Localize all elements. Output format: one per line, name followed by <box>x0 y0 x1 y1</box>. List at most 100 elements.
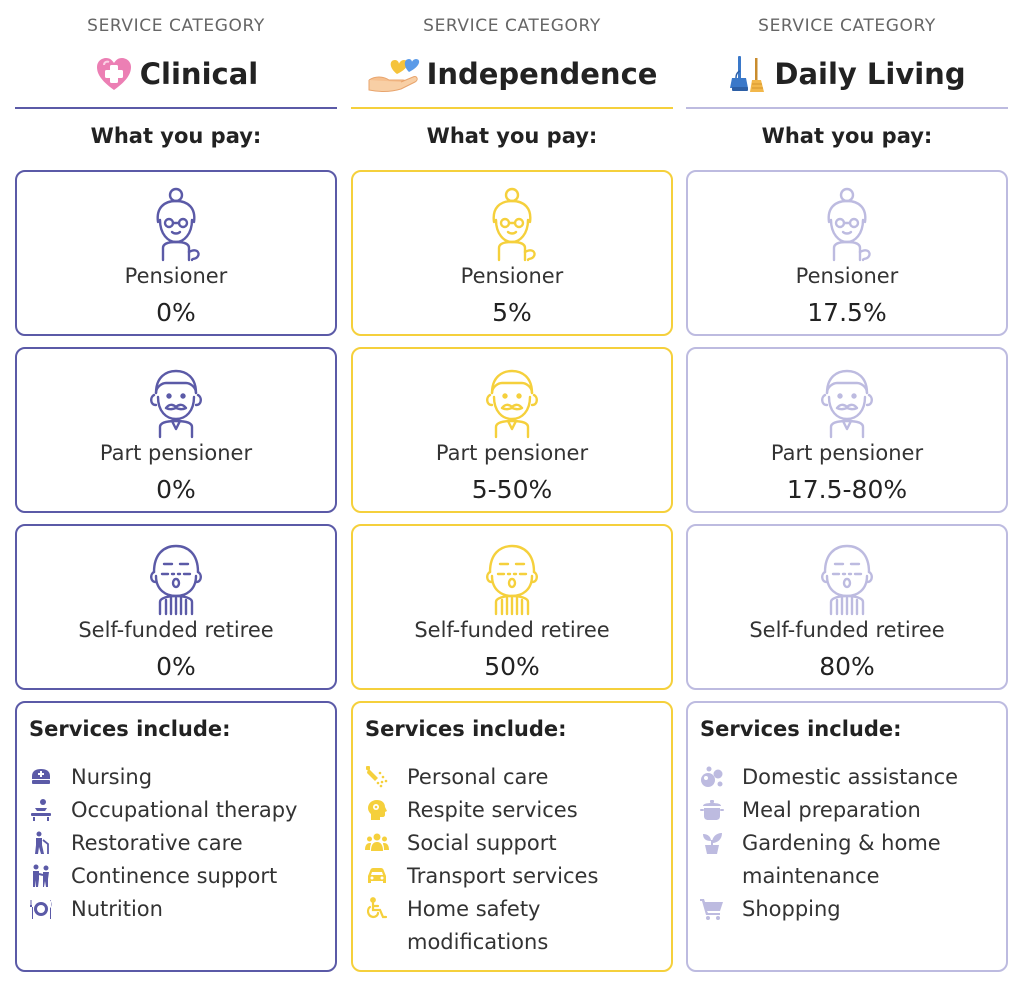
list-item: Nursing <box>29 761 327 794</box>
self-funded-retiree-card: Self-funded retiree 50% <box>351 524 673 690</box>
tier-percentage: 17.5% <box>807 298 887 327</box>
service-label: Nursing <box>71 765 153 789</box>
tier-percentage: 5-50% <box>471 475 553 504</box>
part-pensioner-card: Part pensioner 17.5-80% <box>686 347 1008 513</box>
tier-percentage: 0% <box>156 652 196 681</box>
elderly-man-bald-icon <box>138 540 214 616</box>
services-list: Nursing Occupational therapy Restorative… <box>29 761 327 926</box>
assist-person-icon <box>29 864 53 888</box>
services-card: Services include: Personal care Respite … <box>351 701 673 972</box>
service-label: Home safety modifications <box>407 897 549 954</box>
wheelchair-icon <box>365 897 389 921</box>
tier-percentage: 5% <box>492 298 532 327</box>
plate-cutlery-icon <box>29 897 53 921</box>
tier-percentage: 0% <box>156 475 196 504</box>
self-funded-retiree-card: Self-funded retiree 80% <box>686 524 1008 690</box>
service-category-label: SERVICE CATEGORY <box>87 16 265 36</box>
tier-type: Part pensioner <box>435 441 589 465</box>
category-name: Independence <box>426 57 658 91</box>
hand-hearts-icon <box>367 54 421 94</box>
category-title: Independence <box>351 52 673 96</box>
service-label: Restorative care <box>71 831 243 855</box>
tier-type: Pensioner <box>460 264 564 288</box>
tier-type: Part pensioner <box>99 441 253 465</box>
tier-type: Part pensioner <box>770 441 924 465</box>
tier-percentage: 80% <box>819 652 875 681</box>
list-item: Restorative care <box>29 827 327 860</box>
list-item: Shopping <box>700 893 998 926</box>
divider <box>686 107 1008 109</box>
heart-medical-icon <box>94 54 134 94</box>
category-name: Daily Living <box>774 57 966 91</box>
nurse-cap-icon <box>29 765 53 789</box>
pensioner-card: Pensioner 5% <box>351 170 673 336</box>
list-item: Domestic assistance <box>700 761 998 794</box>
services-list: Domestic assistance Meal preparation Gar… <box>700 761 998 926</box>
list-item: Personal care <box>365 761 663 794</box>
service-label: Social support <box>407 831 557 855</box>
head-mind-icon <box>365 798 389 822</box>
service-label: Respite services <box>407 798 578 822</box>
part-pensioner-card: Part pensioner 5-50% <box>351 347 673 513</box>
service-label: Meal preparation <box>742 798 921 822</box>
service-category-label: SERVICE CATEGORY <box>423 16 601 36</box>
walking-cane-icon <box>29 831 53 855</box>
list-item: Meal preparation <box>700 794 998 827</box>
service-label: Gardening & home maintenance <box>742 831 941 888</box>
elderly-man-mustache-icon <box>138 363 214 439</box>
pensioner-card: Pensioner 17.5% <box>686 170 1008 336</box>
service-label: Shopping <box>742 897 841 921</box>
tier-percentage: 50% <box>484 652 540 681</box>
tier-type: Self-funded retiree <box>414 618 610 642</box>
service-label: Domestic assistance <box>742 765 959 789</box>
service-label: Personal care <box>407 765 549 789</box>
list-item: Occupational therapy <box>29 794 327 827</box>
services-list: Personal care Respite services Social su… <box>365 761 663 959</box>
service-label: Continence support <box>71 864 278 888</box>
what-you-pay-label: What you pay: <box>761 124 933 148</box>
potted-plant-icon <box>700 831 724 855</box>
self-funded-retiree-card: Self-funded retiree 0% <box>15 524 337 690</box>
service-label: Nutrition <box>71 897 163 921</box>
pensioner-card: Pensioner 0% <box>15 170 337 336</box>
service-label: Occupational therapy <box>71 798 298 822</box>
shower-icon <box>365 765 389 789</box>
elderly-woman-icon <box>809 186 885 262</box>
tier-percentage: 0% <box>156 298 196 327</box>
list-item: Respite services <box>365 794 663 827</box>
list-item: Transport services <box>365 860 663 893</box>
tier-type: Self-funded retiree <box>78 618 274 642</box>
divider <box>15 107 337 109</box>
broom-bucket-icon <box>728 54 768 94</box>
list-item: Nutrition <box>29 893 327 926</box>
what-you-pay-label: What you pay: <box>426 124 598 148</box>
what-you-pay-label: What you pay: <box>90 124 262 148</box>
shopping-cart-icon <box>700 897 724 921</box>
tier-type: Self-funded retiree <box>749 618 945 642</box>
service-label: Transport services <box>407 864 599 888</box>
tier-type: Pensioner <box>795 264 899 288</box>
service-category-label: SERVICE CATEGORY <box>758 16 936 36</box>
tier-type: Pensioner <box>124 264 228 288</box>
category-name: Clinical <box>139 57 259 91</box>
list-item: Social support <box>365 827 663 860</box>
list-item: Gardening & home maintenance <box>700 827 998 893</box>
services-title: Services include: <box>365 717 567 741</box>
cooking-pot-icon <box>700 798 724 822</box>
part-pensioner-card: Part pensioner 0% <box>15 347 337 513</box>
tier-percentage: 17.5-80% <box>786 475 908 504</box>
bubbles-icon <box>700 765 724 789</box>
elderly-woman-icon <box>474 186 550 262</box>
elderly-man-mustache-icon <box>474 363 550 439</box>
elderly-woman-icon <box>138 186 214 262</box>
list-item: Continence support <box>29 860 327 893</box>
divider <box>351 107 673 109</box>
services-card: Services include: Nursing Occupational t… <box>15 701 337 972</box>
therapy-icon <box>29 798 53 822</box>
category-title: Clinical <box>15 52 337 96</box>
services-title: Services include: <box>700 717 902 741</box>
group-people-icon <box>365 831 389 855</box>
car-icon <box>365 864 389 888</box>
category-title: Daily Living <box>686 52 1008 96</box>
elderly-man-bald-icon <box>809 540 885 616</box>
